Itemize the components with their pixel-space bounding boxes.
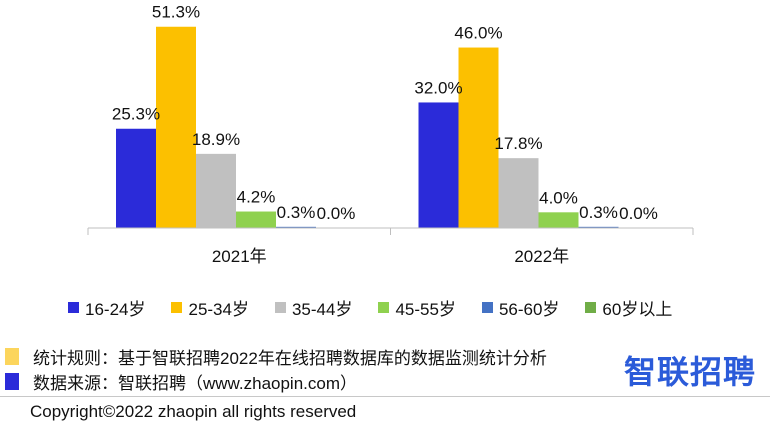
category-labels-group: 2021年 2022年 (212, 247, 569, 266)
legend-swatch (378, 301, 390, 313)
legend-item: 25-34岁 (171, 295, 249, 320)
legend-swatch (68, 301, 79, 313)
legend-item: 56-60岁 (481, 295, 560, 320)
legend: 16-24岁 25-34岁 35-44岁 45-55岁 56-60岁 60岁以上 (0, 293, 770, 321)
legend-label: 25-34岁 (188, 299, 249, 319)
x-axis-ticks (87, 228, 694, 235)
legend-swatch (481, 301, 493, 313)
data-label: 46.0% (454, 24, 502, 43)
legend-swatch (585, 301, 597, 313)
bars-group (116, 26, 619, 229)
data-label: 18.9% (192, 130, 240, 149)
data-label: 0.3% (277, 203, 316, 222)
category-label: 2021年 (212, 247, 267, 266)
legend-item: 45-55岁 (378, 295, 456, 320)
bar (116, 128, 156, 228)
data-label: 0.0% (317, 204, 356, 223)
bar (498, 158, 539, 228)
legend-swatch (274, 301, 286, 313)
bar (578, 226, 619, 228)
bar (236, 211, 276, 228)
bar (196, 153, 236, 228)
bar (418, 102, 459, 228)
legend-item: 35-44岁 (274, 295, 353, 320)
bar-chart: 25.3%51.3%18.9%4.2%0.3% 0.0%32.0%46.0%17.… (87, 3, 694, 266)
data-label: 17.8% (494, 134, 542, 153)
legend-label: 35-44岁 (291, 299, 353, 319)
note-rule: 统计规则：基于智联招聘2022年在线招聘数据库的数据监测统计分析 (0, 344, 547, 369)
data-label: 4.2% (237, 188, 276, 207)
data-label: 4.0% (539, 188, 578, 207)
legend-label: 60岁以上 (602, 299, 673, 319)
data-label: 0.3% (579, 203, 618, 222)
data-label: 0.0% (619, 204, 658, 223)
note-rule-swatch (5, 348, 19, 365)
data-label: 51.3% (152, 3, 200, 22)
footer-divider (0, 396, 770, 397)
note-source-text: 数据来源：智联招聘（www.zhaopin.com） (33, 374, 358, 393)
data-label: 32.0% (414, 78, 462, 97)
bar (276, 226, 316, 228)
legend-item: 60岁以上 (585, 295, 672, 320)
legend-label: 45-55岁 (395, 299, 456, 319)
legend-item: 16-24岁 (68, 295, 145, 320)
legend-label: 16-24岁 (85, 299, 146, 319)
legend-swatch (171, 301, 183, 313)
zhaopin-logo: 智联招聘 (623, 353, 756, 391)
value-labels-group: 25.3%51.3%18.9%4.2%0.3% 0.0%32.0%46.0%17.… (112, 3, 658, 223)
category-label: 2022年 (514, 247, 569, 266)
note-source-swatch (5, 373, 19, 390)
note-rule-text: 统计规则：基于智联招聘2022年在线招聘数据库的数据监测统计分析 (33, 349, 547, 368)
note-source: 数据来源：智联招聘（www.zhaopin.com） (0, 369, 357, 394)
data-label: 25.3% (112, 105, 160, 124)
copyright-text: Copyright©2022 zhaopin all rights reserv… (30, 402, 357, 421)
bar (156, 26, 196, 228)
bar (538, 212, 579, 228)
bar (458, 47, 499, 229)
legend-label: 56-60岁 (498, 299, 560, 319)
